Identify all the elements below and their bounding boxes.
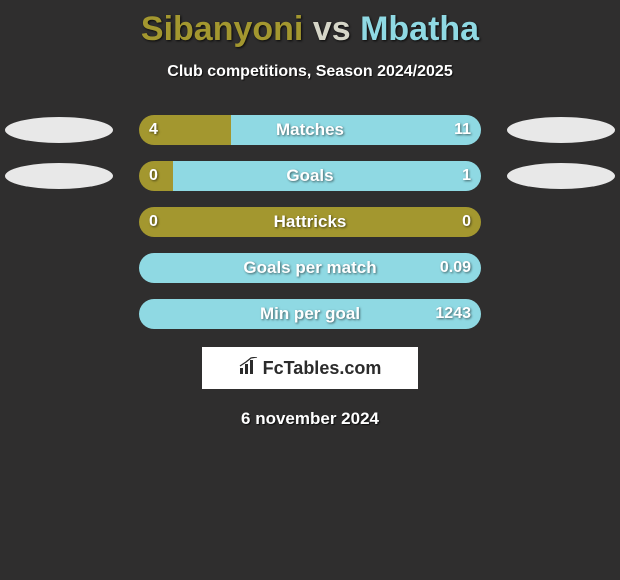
stat-row: Goals01 (0, 161, 620, 191)
team-badge-right (507, 117, 615, 143)
stat-value-right: 11 (454, 115, 471, 145)
bar-right-fill (231, 115, 481, 145)
logo-text: FcTables.com (263, 358, 382, 379)
vs-text: vs (313, 10, 351, 48)
team-badge-left (5, 163, 113, 189)
subtitle: Club competitions, Season 2024/2025 (0, 63, 620, 81)
player2-name: Mbatha (360, 10, 479, 48)
stat-bar: Hattricks00 (139, 207, 481, 237)
player1-name: Sibanyoni (141, 10, 303, 48)
comparison-title: Sibanyoni vs Mbatha (0, 0, 620, 49)
bar-right-fill (139, 299, 481, 329)
stat-row: Matches411 (0, 115, 620, 145)
stat-value-right: 0 (462, 207, 471, 237)
stat-value-right: 1243 (435, 299, 471, 329)
stat-bar: Min per goal1243 (139, 299, 481, 329)
stat-row: Hattricks00 (0, 207, 620, 237)
logo-box: FcTables.com (202, 347, 418, 389)
team-badge-right (507, 163, 615, 189)
stat-row: Goals per match0.09 (0, 253, 620, 283)
stat-bar: Goals per match0.09 (139, 253, 481, 283)
bar-right-fill (139, 253, 481, 283)
bar-chart-icon (239, 357, 259, 380)
bar-left-fill (139, 207, 481, 237)
stat-rows-container: Matches411Goals01Hattricks00Goals per ma… (0, 115, 620, 329)
bar-right-fill (173, 161, 481, 191)
stat-value-left: 0 (149, 161, 158, 191)
team-badge-left (5, 117, 113, 143)
date-text: 6 november 2024 (0, 409, 620, 429)
stat-row: Min per goal1243 (0, 299, 620, 329)
stat-value-right: 1 (462, 161, 471, 191)
stat-bar: Matches411 (139, 115, 481, 145)
logo: FcTables.com (239, 357, 382, 380)
stat-bar: Goals01 (139, 161, 481, 191)
stat-value-left: 4 (149, 115, 158, 145)
stat-value-right: 0.09 (440, 253, 471, 283)
stat-value-left: 0 (149, 207, 158, 237)
